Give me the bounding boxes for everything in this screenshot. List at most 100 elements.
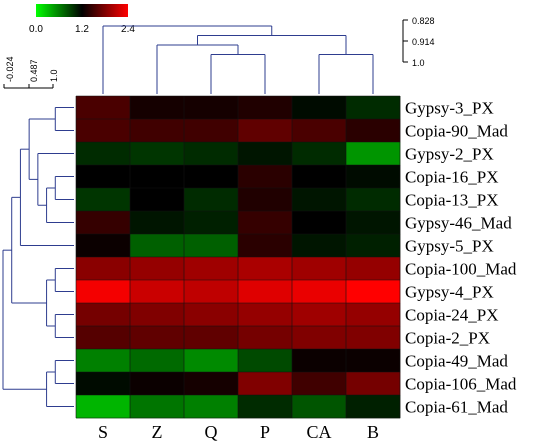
heatmap-cell: [346, 280, 401, 304]
heatmap-grid: [75, 95, 401, 419]
heatmap-cell: [130, 211, 185, 235]
heatmap-cell: [346, 395, 401, 419]
row-label: Copia-90_Mad: [405, 122, 508, 141]
column-dendrogram: [102, 25, 374, 94]
heatmap-cell: [292, 349, 347, 373]
row-axis-tick-label: 0.487: [29, 59, 39, 82]
column-labels: S Z Q P CA B: [98, 422, 379, 441]
row-dendrogram: [2, 107, 74, 407]
row-label: Gypsy-4_PX: [405, 283, 494, 302]
heatmap-cell: [184, 211, 239, 235]
heatmap-cell: [76, 165, 131, 189]
heatmap-cell: [238, 303, 293, 327]
column-label: Z: [152, 422, 163, 441]
heatmap-cell: [238, 372, 293, 396]
row-axis-tick-label: 1.0: [49, 69, 59, 82]
heatmap-cell: [184, 372, 239, 396]
row-label: Copia-106_Mad: [405, 375, 517, 394]
row-label: Copia-61_Mad: [405, 398, 508, 417]
heatmap-cell: [130, 280, 185, 304]
heatmap-cell: [238, 234, 293, 258]
heatmap-cell: [292, 234, 347, 258]
heatmap-cell: [292, 142, 347, 166]
heatmap-cell: [346, 257, 401, 281]
heatmap-cell: [184, 234, 239, 258]
heatmap-cell: [346, 142, 401, 166]
heatmap-cell: [76, 119, 131, 143]
heatmap-cell: [346, 119, 401, 143]
heatmap-cell: [76, 395, 131, 419]
column-label: P: [260, 422, 270, 441]
row-label: Copia-13_PX: [405, 191, 499, 210]
heatmap-cell: [130, 188, 185, 212]
heatmap-cell: [76, 142, 131, 166]
row-label: Gypsy-3_PX: [405, 99, 494, 118]
row-label: Copia-49_Mad: [405, 352, 508, 371]
row-labels: Gypsy-3_PX Copia-90_Mad Gypsy-2_PX Copia-16…: [405, 99, 517, 417]
heatmap-cell: [346, 303, 401, 327]
column-label: Q: [205, 422, 218, 441]
heatmap-cell: [238, 395, 293, 419]
color-scale-tick-max: 2.4: [121, 24, 135, 35]
row-label: Gypsy-2_PX: [405, 145, 494, 164]
heatmap-cell: [76, 211, 131, 235]
heatmap-cell: [238, 280, 293, 304]
heatmap-cell: [292, 280, 347, 304]
heatmap-cell: [184, 142, 239, 166]
column-label: B: [367, 422, 379, 441]
row-label: Gypsy-5_PX: [405, 237, 494, 256]
heatmap-cell: [238, 211, 293, 235]
heatmap-cell: [292, 372, 347, 396]
heatmap-cell: [76, 326, 131, 350]
heatmap-cell: [346, 188, 401, 212]
heatmap-cell: [346, 211, 401, 235]
heatmap-cell: [184, 326, 239, 350]
heatmap-cell: [238, 257, 293, 281]
row-axis-tick-label: -0.024: [5, 56, 15, 82]
heatmap-cell: [292, 188, 347, 212]
heatmap-cell: [184, 119, 239, 143]
heatmap-cell: [76, 303, 131, 327]
heatmap-cell: [346, 96, 401, 120]
heatmap-cell: [346, 349, 401, 373]
heatmap-cell: [130, 349, 185, 373]
heatmap-cell: [346, 234, 401, 258]
heatmap-cell: [238, 119, 293, 143]
heatmap-cell: [130, 165, 185, 189]
heatmap-cell: [238, 165, 293, 189]
heatmap-cell: [76, 188, 131, 212]
heatmap-cell: [346, 372, 401, 396]
heatmap-cell: [292, 395, 347, 419]
heatmap-cell: [184, 96, 239, 120]
heatmap-cell: [292, 326, 347, 350]
heatmap-cell: [184, 395, 239, 419]
heatmap-cell: [76, 234, 131, 258]
heatmap-cell: [292, 119, 347, 143]
color-scale-tick-mid: 1.2: [75, 24, 89, 35]
row-label: Gypsy-46_Mad: [405, 214, 512, 233]
heatmap-cell: [76, 280, 131, 304]
heatmap-cell: [184, 280, 239, 304]
column-label: S: [98, 422, 108, 441]
column-dendrogram-axis: 0.828 0.914 1.0: [402, 16, 435, 68]
heatmap-cell: [184, 257, 239, 281]
heatmap-cell: [292, 257, 347, 281]
row-label: Copia-2_PX: [405, 329, 490, 348]
heatmap-cell: [184, 303, 239, 327]
row-label: Copia-24_PX: [405, 306, 499, 325]
heatmap-cell: [76, 349, 131, 373]
heatmap-cell: [130, 257, 185, 281]
heatmap-cell: [292, 96, 347, 120]
heatmap-cell: [184, 165, 239, 189]
heatmap-cell: [184, 188, 239, 212]
heatmap-cell: [130, 96, 185, 120]
color-scale-legend: 0.0 1.2 2.4: [29, 4, 135, 35]
heatmap-cell: [130, 372, 185, 396]
column-axis-tick-label: 1.0: [412, 58, 425, 68]
heatmap-cell: [76, 372, 131, 396]
row-label: Copia-16_PX: [405, 168, 499, 187]
heatmap-cell: [130, 395, 185, 419]
color-scale-bar: [36, 4, 128, 17]
